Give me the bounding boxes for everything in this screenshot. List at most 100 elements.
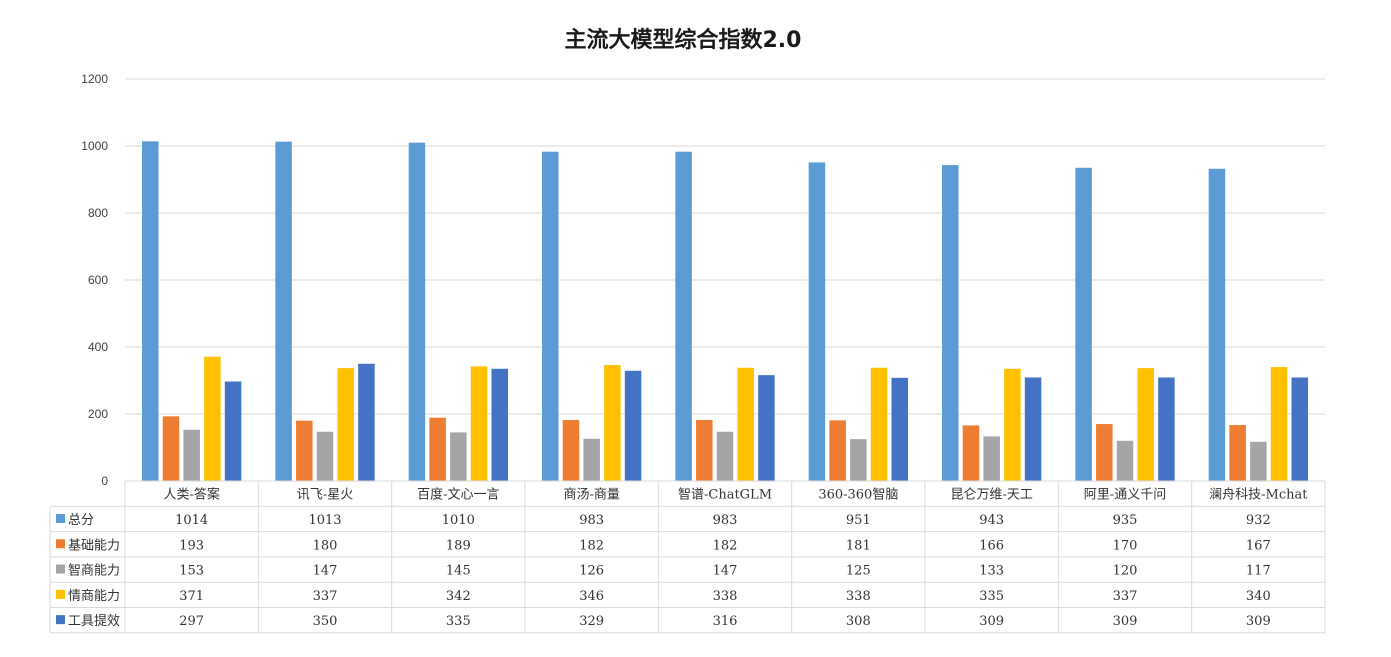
bar (870, 367, 888, 481)
y-tick-label: 1200 (81, 72, 108, 86)
data-label: 297 (179, 614, 204, 629)
data-label: 316 (713, 614, 738, 629)
y-tick-label: 800 (88, 206, 108, 220)
series-name: 工具提效 (68, 613, 120, 629)
data-label: 182 (713, 538, 738, 553)
data-label: 166 (979, 538, 1004, 553)
legend-key (56, 539, 65, 549)
bar (429, 417, 446, 481)
data-label: 1010 (442, 513, 475, 528)
y-tick-label: 1000 (81, 139, 108, 153)
bar (962, 425, 980, 481)
data-label: 935 (1113, 513, 1138, 528)
category-label: 人类-答案 (163, 487, 219, 503)
series-name: 情商能力 (68, 589, 120, 604)
category-label: 澜舟科技-Mchat (1209, 488, 1308, 503)
bar (491, 368, 508, 481)
data-label: 337 (313, 589, 338, 604)
data-label: 181 (846, 538, 871, 553)
category-label: 百度-文心一言 (417, 487, 499, 503)
bar (1250, 441, 1267, 481)
bar (716, 431, 734, 481)
bar (696, 420, 713, 481)
data-label: 309 (979, 614, 1004, 629)
data-label: 125 (846, 564, 871, 579)
category-label: 昆仑万维-天工 (950, 488, 1032, 503)
bar (737, 367, 754, 481)
legend-key (56, 564, 65, 574)
bar (1208, 168, 1226, 481)
data-label: 346 (579, 589, 604, 604)
data-label: 371 (179, 589, 204, 604)
data-label: 338 (846, 589, 871, 604)
category-label: 讯飞-星火 (297, 488, 353, 503)
bar (1024, 377, 1042, 481)
bar (624, 370, 642, 481)
data-label: 167 (1246, 538, 1271, 553)
data-label: 1014 (175, 513, 208, 528)
bar (891, 377, 908, 481)
data-label: 309 (1246, 614, 1271, 629)
data-label: 335 (979, 589, 1004, 604)
data-label: 147 (313, 564, 338, 579)
bar (450, 432, 467, 481)
bar (1004, 368, 1021, 481)
bar (1096, 424, 1113, 481)
data-label: 983 (579, 513, 604, 528)
bar (758, 375, 775, 481)
category-label: 商汤-商量 (563, 488, 619, 503)
bar (1229, 425, 1246, 481)
data-label: 189 (446, 538, 471, 553)
legend-key (56, 589, 65, 599)
bar (583, 438, 600, 481)
data-label: 117 (1246, 564, 1271, 579)
data-label: 309 (1113, 614, 1138, 629)
data-label: 126 (579, 564, 604, 579)
bar (850, 439, 867, 481)
category-label: 智谱-ChatGLM (678, 488, 772, 503)
bar (183, 429, 200, 481)
bar (542, 151, 559, 481)
bar (296, 420, 313, 481)
data-label: 147 (713, 564, 738, 579)
series-name: 基础能力 (68, 538, 120, 553)
legend-key (56, 615, 65, 625)
data-label: 308 (846, 614, 871, 629)
bar (142, 141, 159, 481)
bar (1137, 368, 1154, 481)
bar (204, 356, 221, 481)
data-label: 170 (1113, 538, 1138, 553)
chart-title: 主流大模型综合指数2.0 (564, 28, 802, 53)
bar (829, 420, 846, 481)
bar (562, 420, 580, 481)
bar (408, 142, 426, 481)
data-label: 337 (1113, 589, 1138, 604)
category-label: 阿里-通义千问 (1084, 488, 1166, 503)
bar (604, 365, 621, 481)
data-label: 342 (446, 589, 471, 604)
data-label: 193 (179, 538, 204, 553)
data-label: 120 (1113, 564, 1138, 579)
bar (337, 368, 354, 481)
y-tick-label: 200 (88, 407, 108, 421)
bar (162, 416, 180, 481)
series-name: 总分 (68, 513, 94, 528)
data-label: 1013 (308, 513, 341, 528)
series-name: 智商能力 (68, 564, 120, 579)
bar (808, 162, 826, 482)
bar (942, 165, 959, 481)
data-label: 983 (713, 513, 738, 528)
y-tick-label: 600 (88, 273, 108, 287)
data-label: 182 (579, 538, 604, 553)
bar (316, 431, 334, 481)
y-tick-label: 400 (88, 340, 108, 354)
bar (675, 151, 692, 481)
data-label: 350 (313, 614, 338, 629)
y-tick-label: 0 (101, 474, 108, 488)
bar (983, 436, 1000, 481)
bar (1291, 377, 1308, 481)
bar (470, 366, 488, 481)
bar (1075, 167, 1092, 481)
